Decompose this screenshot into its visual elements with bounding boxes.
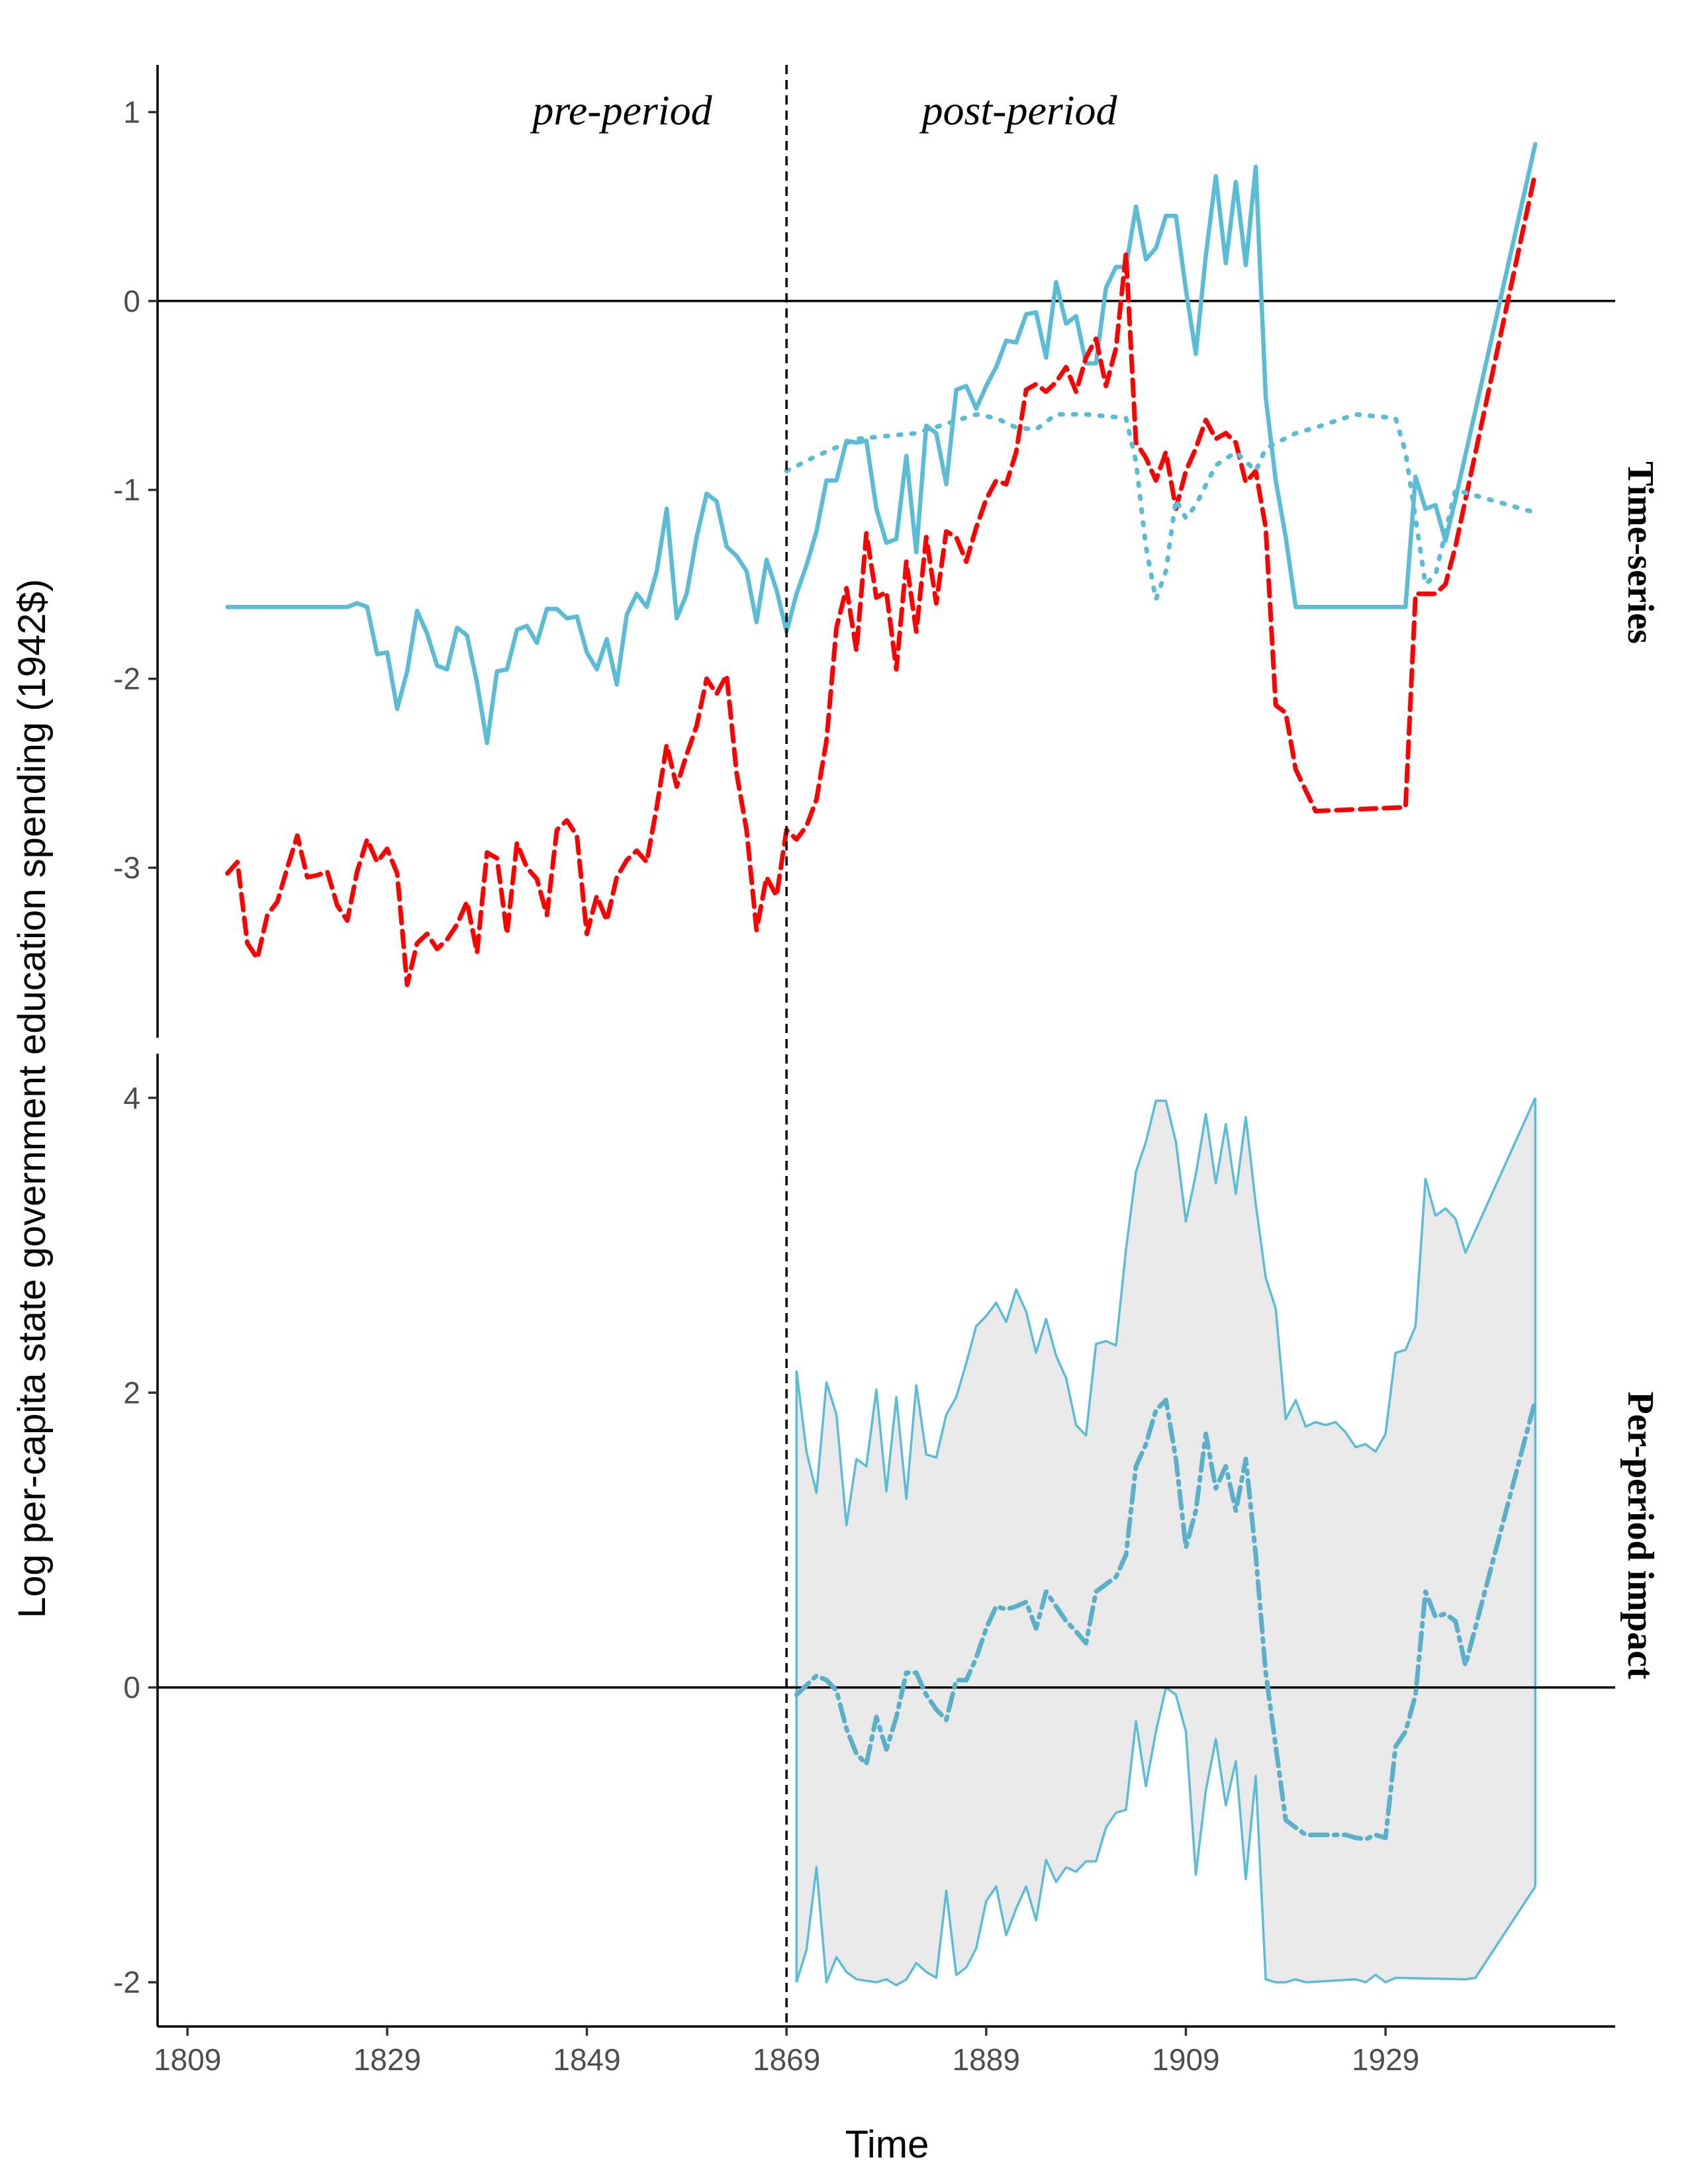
strip-label-time-series: Time-series bbox=[1620, 461, 1661, 644]
x-tick-label: 1929 bbox=[1352, 2042, 1419, 2077]
y-tick-label: -2 bbox=[113, 1965, 140, 1999]
y-tick-label: 1 bbox=[123, 95, 140, 129]
band-lower-line bbox=[795, 1686, 1536, 1987]
x-tick-label: 1889 bbox=[953, 2042, 1020, 2077]
panel-per-period-impact: 4 2 0 -2 bbox=[113, 1054, 1615, 2026]
x-tick-label: 1829 bbox=[353, 2042, 421, 2077]
x-axis-title: Time bbox=[845, 2123, 929, 2166]
y-tick-label: 0 bbox=[123, 284, 140, 318]
x-tick-label: 1809 bbox=[154, 2042, 221, 2077]
y-tick-label: -2 bbox=[113, 662, 140, 696]
y-tick-label: 2 bbox=[123, 1375, 140, 1410]
post-period-label: post-period bbox=[919, 87, 1117, 134]
panel-time-series: 1 0 -1 -2 -3 bbox=[113, 65, 1615, 1038]
y-tick-label: 0 bbox=[123, 1670, 140, 1705]
pre-period-label: pre-period bbox=[530, 87, 712, 134]
annotations: pre-period post-period Time Log per-capi… bbox=[11, 87, 1661, 2166]
y-tick-label: -1 bbox=[113, 473, 140, 507]
x-tick-label: 1849 bbox=[553, 2042, 620, 2077]
series-line-1-0 bbox=[794, 1397, 1538, 1842]
confidence-band bbox=[796, 1097, 1536, 1985]
y-tick-label: -3 bbox=[113, 850, 140, 885]
x-axis: 1809 1829 1849 1869 1889 1909 1929 bbox=[154, 65, 1615, 2077]
y-axis-title: Log per-capita state government educatio… bbox=[11, 579, 54, 1618]
x-tick-label: 1909 bbox=[1152, 2042, 1219, 2077]
y-tick-label: 4 bbox=[123, 1081, 140, 1115]
x-tick-label: 1869 bbox=[753, 2042, 820, 2077]
series-line-0-0 bbox=[225, 142, 1538, 745]
band-upper-line bbox=[795, 1097, 1536, 1527]
series-line-0-2 bbox=[784, 412, 1538, 602]
strip-label-per-period-impact: Per-period impact bbox=[1620, 1392, 1661, 1680]
